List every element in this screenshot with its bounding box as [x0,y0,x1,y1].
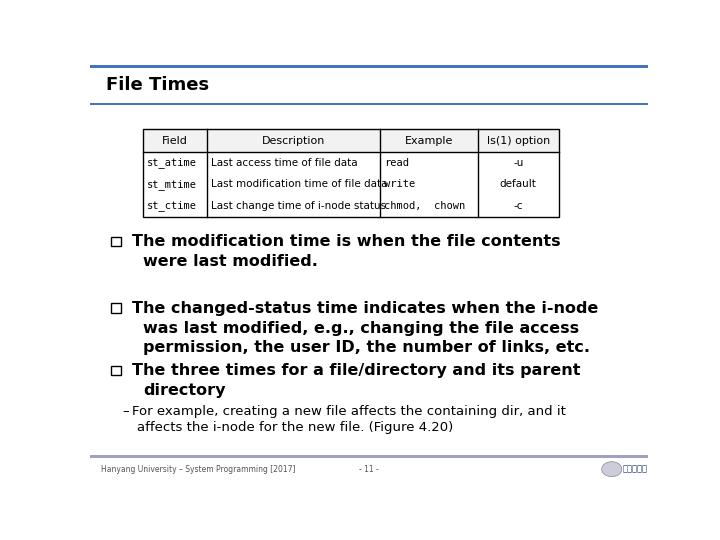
Bar [90,103,648,105]
Text: chmod,  chown: chmod, chown [384,201,465,211]
Text: Field: Field [162,136,188,146]
Text: The three times for a file/directory and its parent: The three times for a file/directory and… [132,363,580,378]
Text: permission, the user ID, the number of links, etc.: permission, the user ID, the number of l… [143,340,590,355]
Text: Last access time of file data: Last access time of file data [211,158,358,168]
Text: st_mtime: st_mtime [147,179,197,190]
Text: ls(1) option: ls(1) option [487,136,550,146]
Text: -c: -c [513,201,523,211]
Text: Last modification time of file data: Last modification time of file data [211,179,387,190]
Text: Hanyang University – System Programming [2017]: Hanyang University – System Programming … [101,464,296,474]
Bar [90,68,648,103]
Bar [90,65,648,68]
Bar [111,303,121,313]
Text: was last modified, e.g., changing the file access: was last modified, e.g., changing the fi… [143,321,579,335]
Bar [143,129,559,152]
Text: - 11 -: - 11 - [359,464,379,474]
Bar [143,129,559,217]
Text: were last modified.: were last modified. [143,254,318,269]
Text: 한양대학교: 한양대학교 [623,464,648,474]
Text: Last change time of i-node status: Last change time of i-node status [211,201,386,211]
Text: affects the i-node for the new file. (Figure 4.20): affects the i-node for the new file. (Fi… [138,421,454,434]
Text: directory: directory [143,383,225,398]
Text: st_ctime: st_ctime [147,200,197,211]
Text: default: default [500,179,536,190]
Text: Example: Example [405,136,453,146]
Text: write: write [384,179,415,190]
Text: For example, creating a new file affects the containing dir, and it: For example, creating a new file affects… [132,406,566,419]
Text: File Times: File Times [106,76,209,94]
Text: -u: -u [513,158,523,168]
Bar [111,366,121,375]
Text: The modification time is when the file contents: The modification time is when the file c… [132,234,560,249]
Text: st_atime: st_atime [147,157,197,168]
Circle shape [602,462,622,477]
Bar [111,237,121,246]
Text: –: – [122,406,129,419]
Text: read: read [384,158,409,168]
Bar [90,455,648,458]
Text: Description: Description [262,136,325,146]
Text: The changed-status time indicates when the i-node: The changed-status time indicates when t… [132,301,598,315]
